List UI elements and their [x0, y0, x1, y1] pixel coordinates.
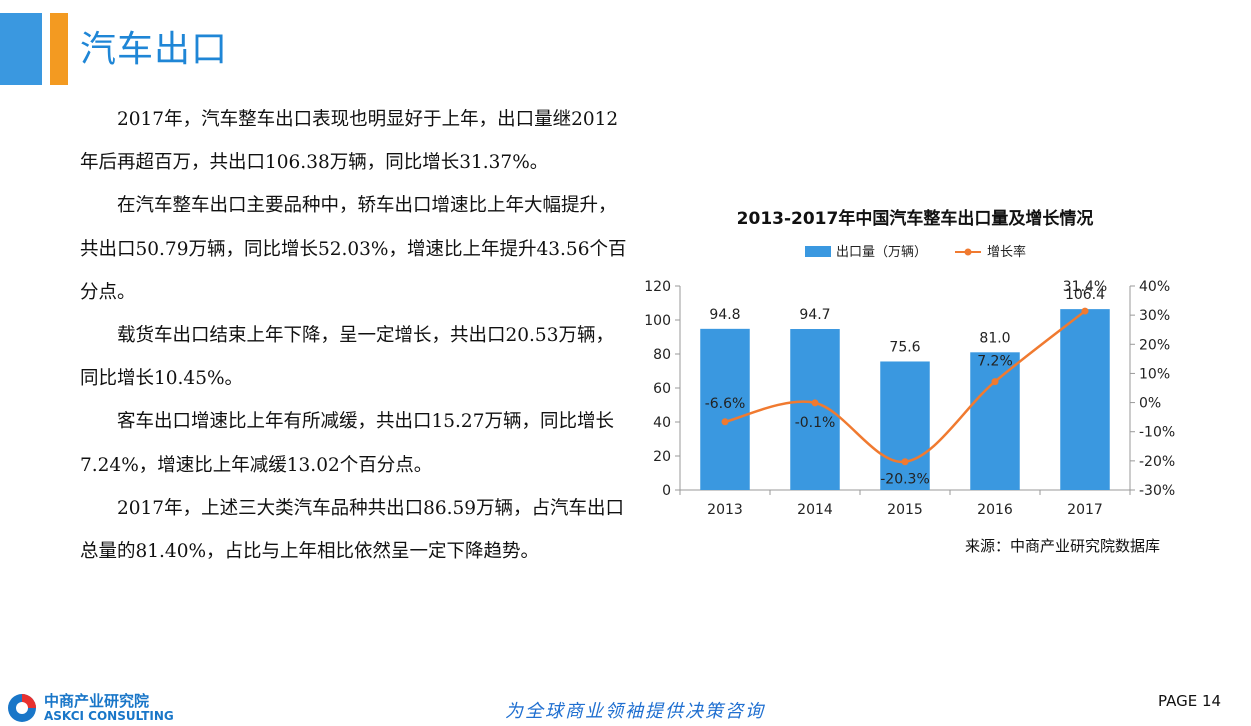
bar-data-label: 106.4 — [1065, 287, 1105, 303]
growth-data-label: 31.4% — [1063, 279, 1107, 295]
header-accent-blue-bar — [0, 13, 42, 85]
y-left-tick-label: 20 — [653, 449, 671, 465]
bar-2014 — [790, 329, 840, 490]
y-left-tick-label: 120 — [644, 279, 671, 295]
header-accent-orange-bar — [50, 13, 68, 85]
x-tick-label: 2016 — [977, 502, 1013, 518]
logo-text-en: ASKCI CONSULTING — [44, 709, 174, 723]
bar-2016 — [970, 352, 1020, 490]
growth-point-2015 — [901, 458, 909, 466]
legend-label-export: 出口量（万辆） — [836, 245, 927, 260]
export-chart: 2013-2017年中国汽车整车出口量及增长情况出口量（万辆） 增长率 0 20 40 6… — [640, 200, 1200, 520]
bar-2015 — [880, 361, 930, 490]
y-right-tick-label: 40% — [1139, 279, 1170, 295]
y-right-tick-label: -10% — [1139, 425, 1175, 441]
paragraph-2: 在汽车整车出口主要品种中，轿车出口增速比上年大幅提升，共出口50.79万辆，同比… — [80, 195, 627, 303]
growth-data-label: -6.6% — [705, 396, 746, 412]
y-right-tick-label: 10% — [1139, 366, 1170, 382]
growth-data-label: 7.2% — [977, 354, 1013, 370]
y-left-tick-label: 60 — [653, 381, 671, 397]
growth-point-2017 — [1081, 307, 1089, 315]
paragraph-4: 客车出口增速比上年有所减缓，共出口15.27万辆，同比增长7.24%，增速比上年… — [80, 411, 614, 476]
growth-point-2014 — [811, 399, 819, 407]
y-left-tick-label: 80 — [653, 347, 671, 363]
legend-label-growth: 增长率 — [987, 244, 1026, 260]
bar-2013 — [700, 328, 750, 490]
y-right-tick-label: 20% — [1139, 337, 1170, 353]
bar-data-label: 81.0 — [979, 330, 1010, 346]
paragraph-3: 载货车出口结束上年下降，呈一定增长，共出口20.53万辆，同比增长10.45%。 — [80, 325, 614, 390]
page-number: PAGE 14 — [1158, 692, 1222, 710]
chart-title: 2013-2017年中国汽车整车出口量及增长情况 — [737, 208, 1094, 229]
y-left-tick-label: 40 — [653, 415, 671, 431]
x-tick-label: 2015 — [887, 502, 923, 518]
footer-slogan: 为全球商业领袖提供决策咨询 — [505, 701, 765, 722]
bar-data-label: 75.6 — [889, 339, 920, 355]
growth-point-2016 — [991, 378, 999, 386]
paragraph-5: 2017年，上述三大类汽车品种共出口86.59万辆，占汽车出口总量的81.40%… — [80, 497, 625, 563]
body-text: 2017年，汽车整车出口表现也明显好于上年，出口量继2012年后再超百万，共出口… — [80, 98, 628, 573]
y-right-tick-label: 0% — [1139, 396, 1161, 412]
y-right-tick-label: -30% — [1139, 483, 1175, 499]
y-right-tick-label: -20% — [1139, 454, 1175, 470]
page-title: 汽车出口 — [80, 29, 229, 70]
y-left-tick-label: 0 — [662, 483, 671, 499]
bar-2017 — [1060, 309, 1110, 490]
source-note: 来源：中商产业研究院数据库 — [965, 537, 1161, 555]
logo-mark-icon — [8, 694, 36, 722]
growth-point-2013 — [721, 418, 729, 426]
logo-text-cn: 中商产业研究院 — [44, 692, 150, 710]
logo: 中商产业研究院 ASKCI CONSULTING — [6, 690, 206, 724]
x-tick-label: 2014 — [797, 502, 833, 518]
y-right-tick-label: 30% — [1139, 308, 1170, 324]
growth-data-label: -20.3% — [880, 472, 930, 488]
y-left-tick-label: 100 — [644, 313, 671, 329]
bar-data-label: 94.7 — [799, 307, 830, 323]
paragraph-1: 2017年，汽车整车出口表现也明显好于上年，出口量继2012年后再超百万，共出口… — [80, 109, 619, 174]
legend-swatch-export — [805, 246, 831, 257]
legend-marker-growth — [964, 248, 972, 256]
bar-data-label: 94.8 — [709, 307, 740, 323]
x-tick-label: 2017 — [1067, 502, 1103, 518]
growth-data-label: -0.1% — [795, 415, 836, 431]
x-tick-label: 2013 — [707, 502, 743, 518]
